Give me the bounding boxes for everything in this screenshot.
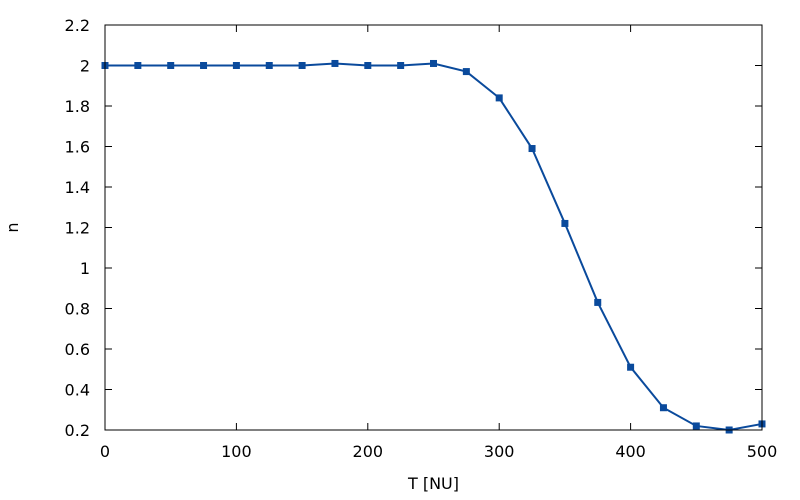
x-tick-label: 100 — [221, 442, 252, 461]
data-point — [265, 62, 273, 69]
data-point — [167, 62, 175, 69]
data-point — [659, 404, 667, 412]
y-tick-label: 1.4 — [65, 178, 90, 197]
x-axis-label: T [NU] — [407, 474, 459, 493]
data-point — [298, 62, 306, 69]
x-tick-label: 0 — [100, 442, 110, 461]
x-tick-label: 400 — [615, 442, 646, 461]
y-tick-label: 1.2 — [65, 219, 90, 238]
y-tick-label: 0.2 — [65, 421, 90, 440]
data-point — [134, 62, 142, 69]
plot-area-frame — [104, 24, 763, 431]
data-point — [594, 298, 602, 306]
data-point — [430, 59, 437, 67]
data-point — [561, 219, 569, 227]
data-point — [331, 59, 339, 67]
x-tick-label: 200 — [353, 442, 384, 461]
x-tick-label: 500 — [747, 442, 778, 461]
data-point — [495, 94, 503, 102]
y-tick-label: 1 — [80, 259, 90, 278]
data-point — [462, 68, 470, 76]
data-point — [627, 363, 635, 371]
y-tick-label: 0.6 — [65, 340, 90, 359]
y-tick-label: 2.2 — [65, 16, 90, 35]
y-tick-label: 0.4 — [65, 381, 90, 400]
y-tick-label: 2 — [80, 57, 90, 76]
data-point — [528, 145, 536, 153]
data-point — [692, 422, 700, 430]
y-tick-label: 1.8 — [65, 97, 90, 116]
x-tick-label: 300 — [484, 442, 515, 461]
data-point — [232, 62, 240, 69]
y-axis-label: n — [3, 222, 22, 232]
data-point — [364, 62, 372, 69]
y-tick-label: 1.6 — [65, 138, 90, 157]
data-point — [397, 62, 405, 69]
series-group — [101, 59, 766, 434]
data-point — [200, 62, 208, 69]
y-tick-label: 0.8 — [65, 300, 90, 319]
tick-labels: 0 100 200 300 400 500 0.2 0.4 0.6 0.8 1 1.2 1.4 1.6 1.… — [65, 16, 778, 461]
